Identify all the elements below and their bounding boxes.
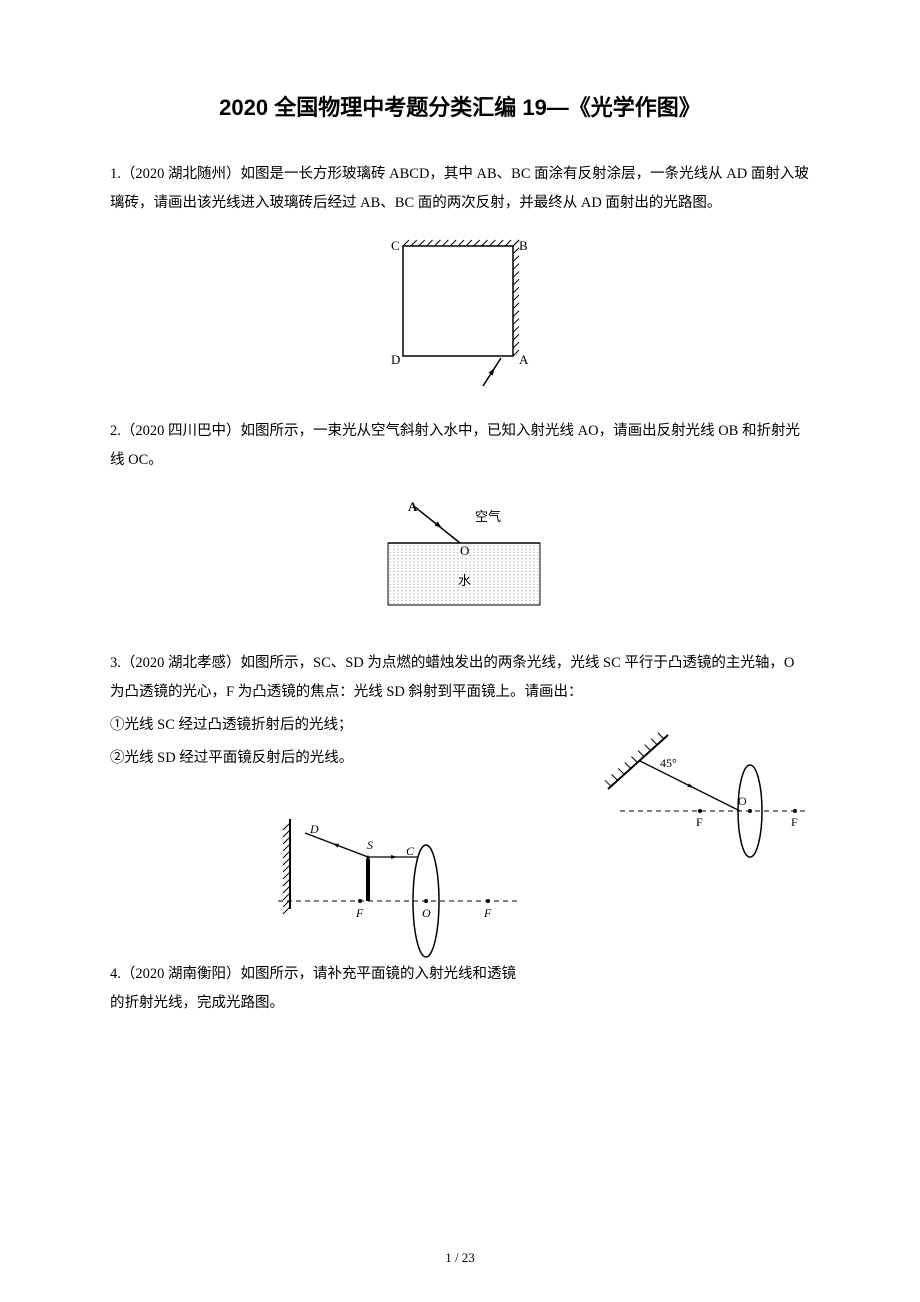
svg-text:45°: 45° [660,756,677,770]
q2-figure: 空气水 A O [360,493,560,623]
q4-figure: 45° F F O [590,731,810,871]
svg-text:D: D [391,352,400,367]
svg-text:F: F [355,906,364,920]
svg-text:S: S [367,838,373,852]
svg-text:C: C [406,844,415,858]
page: 2020 全国物理中考题分类汇编 19—《光学作图》 1.（2020 湖北随州）… [0,0,920,1302]
svg-text:O: O [738,794,747,808]
svg-text:水: 水 [458,573,471,588]
question-1: 1.（2020 湖北随州）如图是一长方形玻璃砖 ABCD，其中 AB、BC 面涂… [110,160,810,218]
svg-text:F: F [483,906,492,920]
svg-text:空气: 空气 [475,509,501,524]
q1-figure: C B D A [383,236,538,391]
svg-text:D: D [309,822,319,836]
q2-text: 2.（2020 四川巴中）如图所示，一束光从空气斜射入水中，已知入射光线 AO，… [110,423,800,468]
svg-text:A: A [408,499,418,514]
svg-text:B: B [519,238,528,253]
q4-text: 4.（2020 湖南衡阳）如图所示，请补充平面镜的入射光线和透镜的折射光线，完成… [110,966,516,1011]
page-footer: 1 / 23 [0,1250,920,1266]
svg-text:F: F [696,815,703,829]
svg-text:A: A [519,352,529,367]
q1-text: 1.（2020 湖北随州）如图是一长方形玻璃砖 ABCD，其中 AB、BC 面涂… [110,166,809,211]
question-2: 2.（2020 四川巴中）如图所示，一束光从空气斜射入水中，已知入射光线 AO，… [110,417,810,475]
svg-text:C: C [391,238,400,253]
q3-text: 3.（2020 湖北孝感）如图所示，SC、SD 为点燃的蜡烛发出的两条光线，光线… [110,655,794,700]
svg-text:O: O [422,906,431,920]
q4-figure-wrapper: 45° F F O [590,731,810,876]
svg-text:O: O [460,543,469,558]
page-title: 2020 全国物理中考题分类汇编 19—《光学作图》 [110,90,810,122]
svg-text:F: F [791,815,798,829]
q3-figure: F F O S C D [250,809,530,959]
